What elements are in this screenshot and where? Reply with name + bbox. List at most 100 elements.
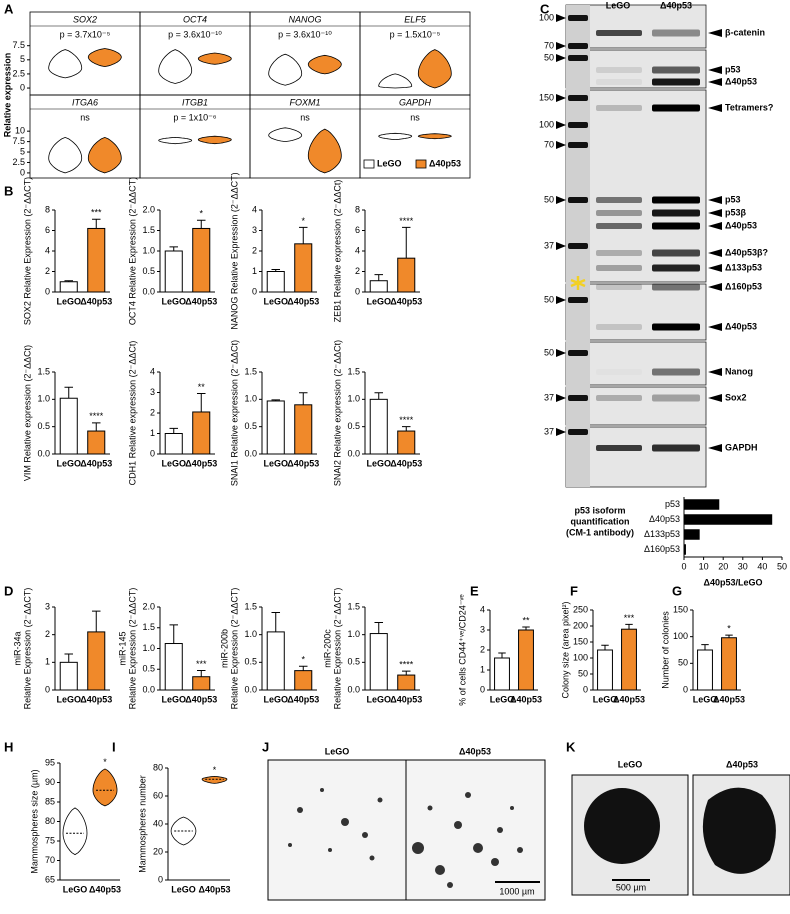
bar [192,676,211,691]
band-label: Δ40p53 [725,220,757,230]
y-tick-label: 1.0 [347,394,360,404]
blot-band [652,394,700,402]
bar [192,227,211,293]
y-axis-label: Relative Expression (2⁻ΔΔCT) [229,588,239,710]
y-tick-label: 7.5 [12,40,25,50]
marker-arrow [556,141,566,149]
y-tick-label: 0 [683,684,688,694]
significance: * [213,765,217,775]
violin [87,136,122,174]
band-label: Tetramers? [725,102,773,112]
blot-band [652,196,700,204]
blot-band [652,209,700,217]
x-tick-label: LeGO [56,458,81,468]
y-tick-label: 6 [45,225,50,235]
x-tick-label: LeGO [263,296,288,306]
x-tick-label: LeGO [56,694,81,704]
significance: * [727,623,731,633]
y-axis-label: SNAI2 Relative expression (2⁻ΔΔCt) [332,340,342,486]
x-tick-label: LeGO [56,296,81,306]
error-bar [374,274,384,281]
error-bar [271,399,281,401]
error-bar [374,621,384,634]
y-tick-label: 50 [578,668,588,678]
x-tick-label: LeGO [171,884,196,894]
subpanel [249,11,361,96]
sphere-image [571,774,790,896]
blot-band [596,210,642,216]
bar [684,529,700,540]
marker-label: 100 [539,12,554,22]
bar [87,430,106,455]
violin [201,775,228,784]
marker-arrow [556,296,566,304]
band-arrow [708,66,722,74]
y-tick-label: 0.5 [37,421,50,431]
blot-band [652,368,700,376]
y-axis-label: SNAI1 Relative expression (2⁻ΔΔCt) [229,340,239,486]
ladder-band [568,197,588,203]
p-value: ns [300,112,310,122]
error-bar [522,626,530,630]
error-bar [498,652,506,658]
y-tick-label: 0.5 [347,421,360,431]
violin [417,49,452,89]
y-tick-label: 0.5 [244,657,257,667]
bar [621,628,637,691]
marker-label: 50 [544,347,554,357]
p-value: p = 1x10⁻⁶ [173,112,217,122]
y-tick-label: 80 [153,762,163,772]
violin [268,127,303,143]
y-axis-label: Number of colonies [660,611,670,689]
marker-label: 37 [544,392,554,402]
marker-arrow [556,54,566,62]
y-tick-label: 1.5 [347,601,360,611]
marker-arrow [556,349,566,357]
subpanel [249,94,361,179]
marker-label: 70 [544,40,554,50]
y-tick-label: 1.5 [244,366,257,376]
bar [294,670,313,691]
band-label: β-catenin [725,27,765,37]
blot-band [652,78,700,86]
gene-title: ITGA6 [72,97,98,107]
ladder-band [568,243,588,249]
significance: *** [196,659,207,669]
y-tick-label: 0.0 [37,448,50,458]
x-tick-label: LeGO [161,296,186,306]
bar [369,280,388,293]
violin [87,48,122,68]
marker-label: 50 [544,52,554,62]
legend-label: Δ40p53 [429,158,461,168]
y-tick-label: 4 [355,245,360,255]
lane-label: LeGO [606,0,631,10]
marker-label: 50 [544,194,554,204]
blot-band [596,284,642,290]
error-bar [701,644,709,650]
x-tick-label: Δ40p53 [713,694,745,704]
violin [197,135,232,145]
x-tick-label: LeGO [693,694,718,704]
y-tick-label: 0 [583,684,588,694]
y-tick-label: 65 [45,874,55,884]
legend-swatch [415,159,427,169]
error-bar [298,392,308,405]
x-tick-label: Δ40p53 [390,296,422,306]
x-tick-label: Δ40p53 [613,694,645,704]
y-tick-label: 5 [20,54,25,64]
blot-band [652,249,700,257]
significance: **** [399,415,414,425]
band-label: p53 [725,194,741,204]
gene-title: GAPDH [399,97,432,107]
blot-band [596,265,642,271]
bar [59,397,78,455]
x-tick-label: LeGO [161,694,186,704]
chart-note: p53 isoform [574,505,625,515]
gene-title: SOX2 [73,14,97,24]
bar [397,257,416,293]
band-arrow [708,196,722,204]
ladder-band [568,142,588,148]
violin [48,49,83,79]
x-tick-label: LeGO [63,884,88,894]
panel-label: A [4,1,14,16]
